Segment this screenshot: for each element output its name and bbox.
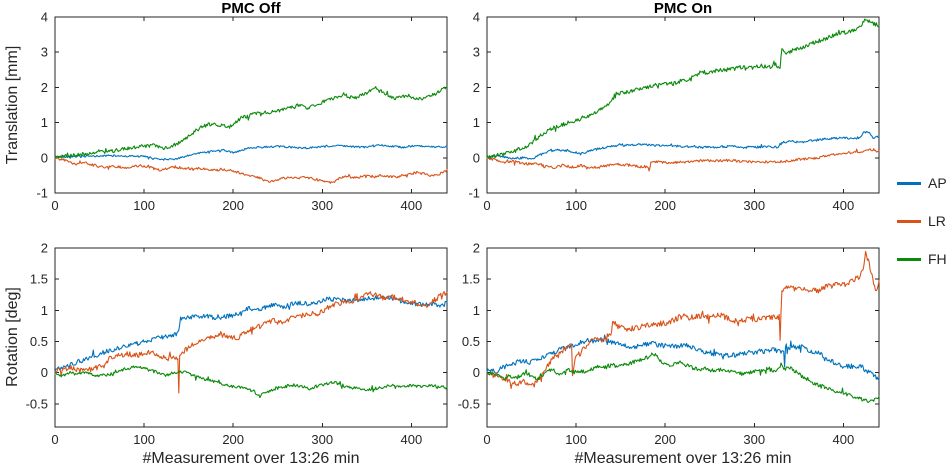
svg-text:100: 100	[565, 432, 587, 447]
svg-text:0: 0	[41, 365, 48, 380]
svg-text:0: 0	[473, 150, 480, 165]
axes-box	[486, 247, 880, 428]
series-AP	[486, 130, 880, 160]
svg-text:1: 1	[41, 303, 48, 318]
svg-text:200: 200	[654, 198, 676, 213]
svg-text:2: 2	[473, 241, 480, 256]
svg-text:400: 400	[833, 198, 855, 213]
svg-text:0.5: 0.5	[462, 334, 480, 349]
svg-text:100: 100	[133, 432, 155, 447]
series-lines	[486, 18, 880, 172]
svg-text:100: 100	[565, 198, 587, 213]
svg-text:0: 0	[483, 198, 490, 213]
svg-text:1: 1	[473, 303, 480, 318]
svg-text:0: 0	[51, 198, 58, 213]
svg-text:3: 3	[41, 45, 48, 60]
plot-title-pmc-off: PMC Off	[221, 0, 281, 17]
svg-text:1.5: 1.5	[30, 272, 48, 287]
series-AP	[486, 334, 880, 381]
axes-box	[486, 16, 880, 194]
svg-text:0: 0	[473, 365, 480, 380]
axes-box	[54, 16, 448, 194]
svg-text:400: 400	[833, 432, 855, 447]
svg-text:-0.5: -0.5	[458, 396, 480, 411]
x-tick-labels: 0 100 200 300 400	[483, 198, 854, 213]
svg-text:200: 200	[654, 432, 676, 447]
series-AP	[54, 143, 448, 161]
x-axis-label-left: #Measurement over 13:26 min	[142, 450, 360, 467]
svg-text:200: 200	[222, 432, 244, 447]
svg-text:300: 300	[743, 432, 765, 447]
svg-text:1: 1	[473, 115, 480, 130]
svg-text:1.5: 1.5	[462, 272, 480, 287]
svg-text:-1: -1	[468, 186, 480, 201]
svg-text:0: 0	[483, 432, 490, 447]
svg-text:2: 2	[41, 241, 48, 256]
y-tick-labels: -0.5 0 0.5 1 1.5 2	[458, 241, 480, 412]
series-FH	[486, 352, 880, 403]
svg-text:300: 300	[311, 432, 333, 447]
svg-text:200: 200	[222, 198, 244, 213]
svg-text:0: 0	[41, 150, 48, 165]
y-tick-labels: -0.5 0 0.5 1 1.5 2	[26, 241, 48, 412]
x-tick-labels: 0 100 200 300 400	[51, 198, 422, 213]
series-LR	[486, 250, 880, 390]
series-FH	[54, 365, 448, 399]
series-LR	[54, 291, 448, 394]
svg-text:4: 4	[41, 10, 48, 25]
svg-text:400: 400	[401, 198, 423, 213]
svg-text:3: 3	[473, 45, 480, 60]
svg-text:4: 4	[473, 10, 480, 25]
svg-text:1: 1	[41, 115, 48, 130]
y-tick-labels: -1 0 1 2 3 4	[468, 10, 480, 201]
series-LR	[486, 148, 880, 172]
plot-title-pmc-on: PMC On	[653, 0, 713, 17]
series-lines	[486, 250, 880, 403]
series-FH	[54, 86, 448, 159]
svg-text:400: 400	[401, 432, 423, 447]
x-axis-label-right: #Measurement over 13:26 min	[574, 450, 792, 467]
x-tick-labels: 0 100 200 300 400	[483, 432, 854, 447]
svg-text:-0.5: -0.5	[26, 396, 48, 411]
svg-text:100: 100	[133, 198, 155, 213]
svg-text:0: 0	[51, 432, 58, 447]
y-tick-labels: -1 0 1 2 3 4	[36, 10, 48, 201]
x-tick-labels: 0 100 200 300 400	[51, 432, 422, 447]
svg-text:300: 300	[743, 198, 765, 213]
svg-text:0.5: 0.5	[30, 334, 48, 349]
series-lines	[54, 291, 448, 399]
svg-text:-1: -1	[36, 186, 48, 201]
series-lines	[54, 86, 448, 184]
series-LR	[54, 156, 448, 184]
series-FH	[486, 18, 880, 159]
svg-text:2: 2	[41, 80, 48, 95]
svg-text:300: 300	[311, 198, 333, 213]
svg-text:2: 2	[473, 80, 480, 95]
